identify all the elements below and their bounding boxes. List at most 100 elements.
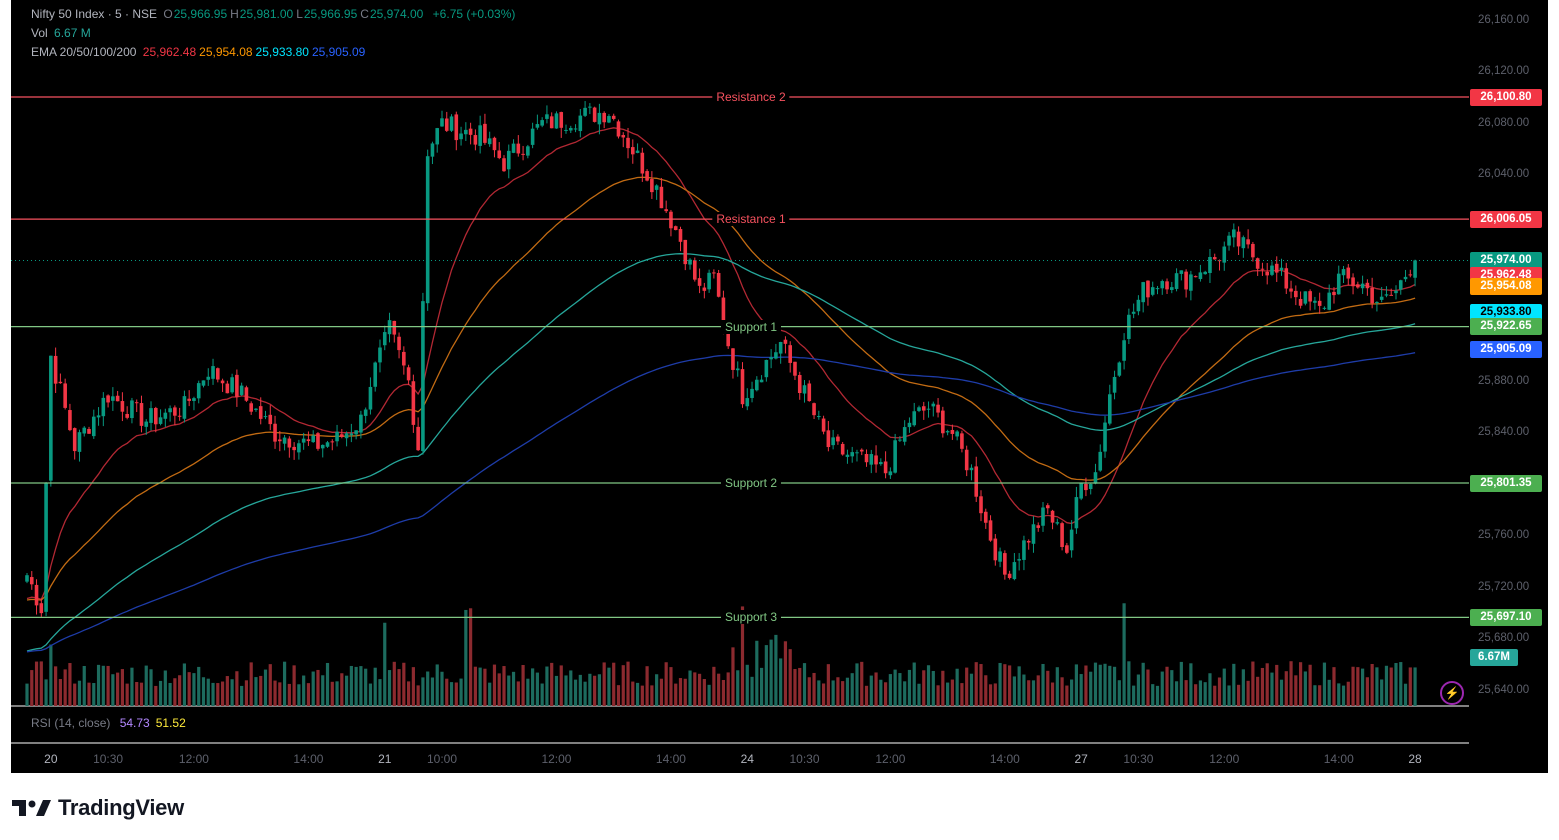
candle-body	[888, 471, 893, 476]
candle-body	[173, 407, 177, 416]
level-label-support-1: Support 1	[720, 319, 782, 334]
price-axis-label: 25,840.00	[1478, 426, 1530, 439]
candle-body	[406, 367, 411, 381]
volume-bar	[82, 666, 86, 706]
candle-body	[573, 128, 578, 130]
lightning-icon[interactable]: ⚡	[1440, 681, 1464, 705]
volume-bar	[1284, 671, 1288, 706]
candle-body	[497, 150, 502, 159]
candle-body	[487, 138, 492, 145]
volume-bar	[1093, 662, 1098, 706]
ema-values: 25,962.48 25,954.08 25,933.80 25,905.09	[143, 45, 369, 59]
ohlc-value-h: 25,981.00	[239, 7, 294, 21]
time-axis-label: 14:00	[293, 752, 324, 766]
candle-body	[974, 466, 979, 497]
volume-bar	[49, 644, 53, 706]
volume-bar	[216, 683, 220, 706]
candle-body	[960, 433, 964, 449]
candle-body	[630, 147, 635, 155]
candle-body	[1332, 291, 1336, 296]
volume-bar	[869, 675, 873, 706]
volume-bar	[158, 680, 163, 706]
candle-body	[34, 584, 39, 606]
volume-bar	[344, 675, 349, 706]
volume-bar	[144, 665, 148, 706]
volume-bar	[1003, 664, 1007, 706]
volume-bar	[68, 663, 72, 706]
candle-body	[526, 146, 530, 156]
volume-bar	[645, 666, 649, 706]
price-change: +6.75 (+0.03%)	[432, 7, 516, 21]
candle-body	[49, 355, 53, 481]
candle-body	[1098, 451, 1103, 471]
candle-body	[68, 410, 72, 431]
tradingview-logo[interactable]: TradingView	[12, 794, 184, 822]
candle-body	[483, 123, 487, 143]
volume-bar	[588, 673, 592, 706]
volume-bar	[1332, 667, 1336, 706]
candle-body	[1012, 562, 1017, 580]
volume-bar	[674, 683, 678, 706]
candle-body	[211, 366, 215, 379]
volume-bar	[531, 668, 535, 706]
volume-bar	[1174, 681, 1179, 706]
volume-bar	[473, 666, 477, 706]
candle-body	[1055, 522, 1060, 524]
time-axis-label: 14:00	[989, 752, 1020, 766]
volume-bar	[1027, 680, 1031, 706]
volume-bar	[440, 671, 444, 706]
price-chart[interactable]	[11, 0, 1548, 773]
volume-bar	[1112, 666, 1117, 706]
volume-bar	[302, 675, 306, 706]
volume-bar	[1341, 685, 1346, 706]
ema-label: EMA 20/50/100/200	[31, 45, 137, 59]
time-axis-label: 10:30	[1123, 752, 1154, 766]
candle-body	[1041, 507, 1045, 526]
volume-bar	[211, 682, 215, 706]
candle-body	[745, 398, 750, 407]
volume-bar	[1132, 685, 1136, 706]
volume-bar	[168, 683, 172, 706]
volume-bar	[407, 681, 411, 706]
candle-body	[592, 107, 597, 122]
candle-body	[153, 407, 158, 425]
candle-body	[1289, 288, 1293, 292]
volume-bar	[926, 665, 931, 706]
candle-body	[917, 407, 921, 411]
volume-bar	[287, 683, 291, 706]
candle-body	[1413, 260, 1417, 278]
candle-body	[859, 449, 864, 452]
candle-body	[1170, 287, 1174, 290]
volume-bar	[106, 665, 110, 706]
volume-bar	[888, 674, 892, 706]
volume-bar	[416, 685, 420, 706]
volume-bar	[1399, 662, 1403, 706]
volume-bar	[802, 663, 807, 706]
volume-bar	[1365, 677, 1369, 706]
candle-body	[454, 114, 459, 141]
candle-body	[826, 430, 831, 448]
volume-bar	[879, 679, 883, 706]
candle-body	[1141, 282, 1145, 303]
candle-body	[1103, 422, 1107, 452]
candle-body	[111, 396, 115, 401]
volume-bar	[1117, 680, 1121, 706]
volume-bar	[1318, 685, 1322, 706]
chart-frame[interactable]: Nifty 50 Index · 5 · NSE O25,966.95 H25,9…	[11, 0, 1548, 773]
ema-line-20	[26, 127, 1416, 601]
candle-body	[1389, 294, 1394, 296]
volume-bar	[1189, 663, 1193, 706]
candle-body	[149, 408, 153, 423]
volume-bar	[1074, 664, 1078, 706]
candle-body	[216, 368, 220, 380]
volume-bar	[130, 667, 134, 706]
volume-bar	[87, 682, 91, 706]
candle-body	[783, 339, 788, 344]
candle-body	[421, 301, 425, 452]
candle-body	[44, 482, 48, 612]
volume-bar	[788, 649, 792, 706]
volume-bar	[421, 677, 425, 706]
volume-bar	[268, 664, 272, 706]
candle-body	[120, 401, 125, 412]
volume-bar	[1089, 671, 1093, 706]
